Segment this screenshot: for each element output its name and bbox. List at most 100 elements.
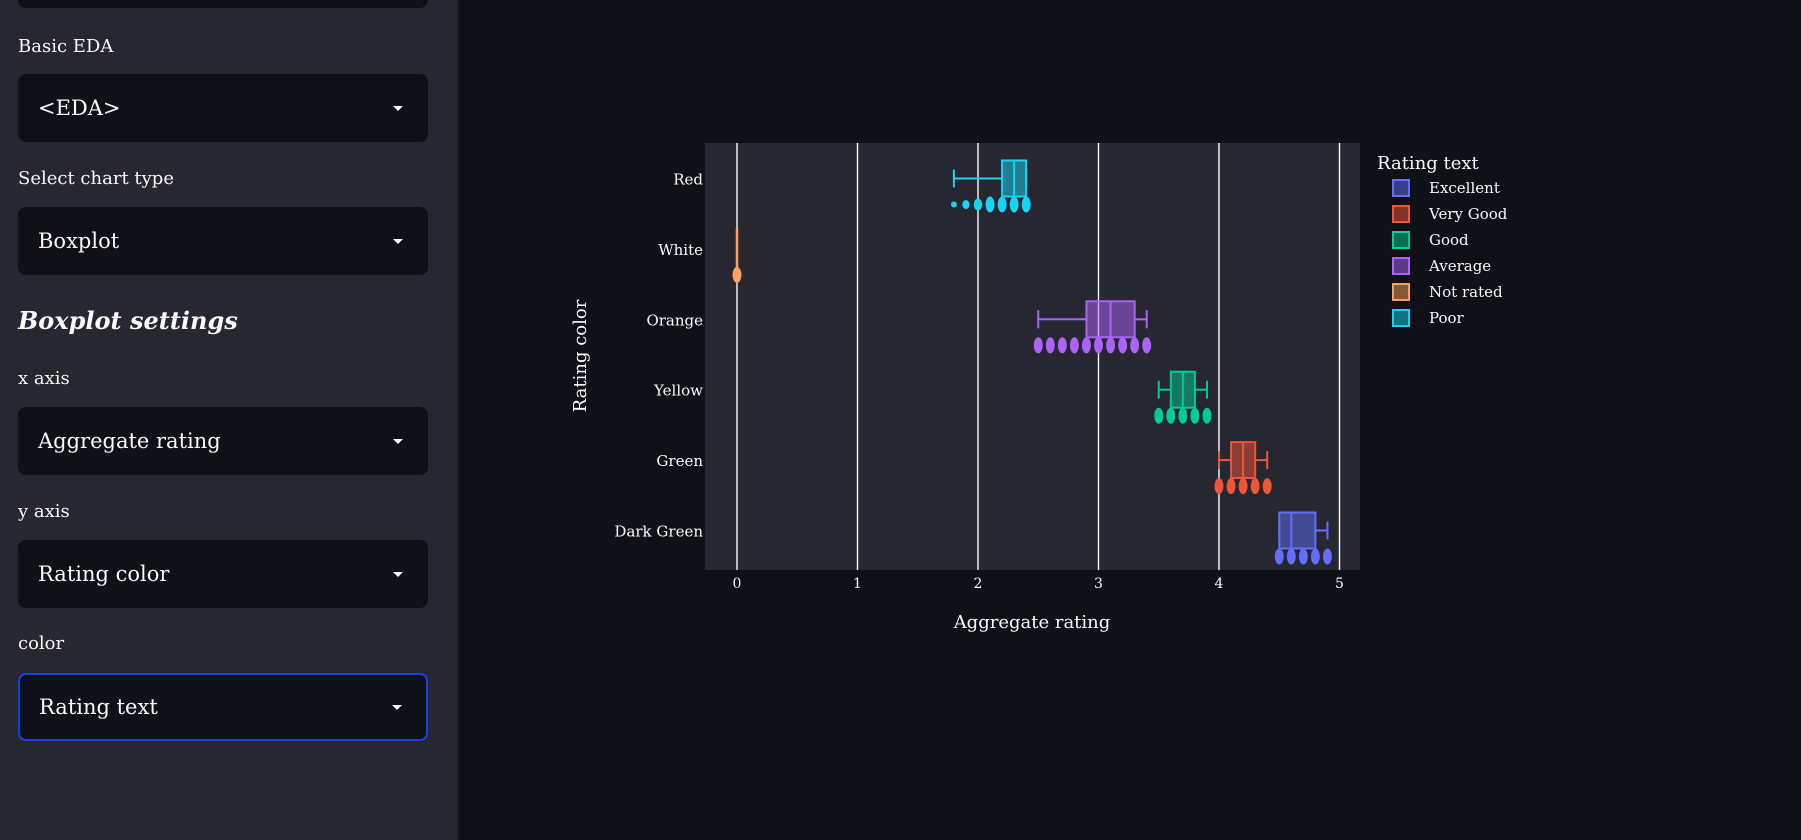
y-tick-label: Dark Green <box>614 523 703 541</box>
x-tick-label: 2 <box>974 576 983 592</box>
data-point <box>1081 337 1091 354</box>
data-point <box>1190 407 1200 424</box>
sidebar: Basic EDA <EDA> Select chart type Boxplo… <box>0 0 458 840</box>
legend-swatch <box>1392 309 1410 327</box>
legend[interactable]: Rating text Excellent Very Good Good Averag… <box>1377 153 1508 327</box>
boxplot-chart: Red White Orange Yellow Green Dark Green 0 1 2 3… <box>570 143 1508 633</box>
legend-label: Good <box>1429 231 1469 249</box>
chart-type-select-value: Boxplot <box>38 229 120 253</box>
data-point <box>1214 478 1224 495</box>
data-point <box>1142 337 1152 354</box>
data-point <box>997 196 1007 213</box>
legend-swatch <box>1392 257 1410 275</box>
data-point <box>1322 548 1332 565</box>
data-point <box>985 196 995 213</box>
data-point <box>1033 337 1043 354</box>
legend-swatch <box>1392 231 1410 249</box>
x-tick-label: 0 <box>733 576 742 592</box>
y-axis-select[interactable]: Rating color <box>18 540 428 608</box>
legend-item-not-rated[interactable]: Not rated <box>1392 283 1503 301</box>
data-point <box>1226 478 1236 495</box>
chevron-down-icon <box>393 572 403 577</box>
data-point <box>1166 407 1176 424</box>
box-excellent[interactable] <box>1274 511 1332 565</box>
data-point <box>1154 407 1164 424</box>
data-point <box>1238 478 1248 495</box>
box-average[interactable] <box>1033 300 1152 354</box>
y-axis-select-value: Rating color <box>38 562 170 586</box>
x-axis-select[interactable]: Aggregate rating <box>18 407 428 475</box>
data-point <box>1250 478 1260 495</box>
basic-eda-select[interactable]: <EDA> <box>18 74 428 142</box>
color-select[interactable]: Rating text <box>18 673 428 741</box>
legend-title: Rating text <box>1377 153 1480 174</box>
x-axis-select-value: Aggregate rating <box>38 429 221 453</box>
data-point <box>973 198 983 211</box>
chart-type-label: Select chart type <box>18 168 174 189</box>
legend-swatch <box>1392 283 1410 301</box>
plot-area <box>705 143 1360 570</box>
x-tick-label: 5 <box>1335 576 1344 592</box>
color-select-value: Rating text <box>39 695 158 719</box>
data-point <box>1009 196 1019 213</box>
legend-label: Average <box>1428 257 1491 275</box>
data-point <box>1118 337 1128 354</box>
x-tick-label: 4 <box>1215 576 1224 592</box>
basic-eda-label: Basic EDA <box>18 36 114 57</box>
data-point <box>962 200 970 209</box>
y-axis-label: y axis <box>18 501 70 522</box>
x-tick-label: 1 <box>853 576 862 592</box>
data-point <box>1094 337 1103 354</box>
boxplot-settings-heading: Boxplot settings <box>18 306 238 335</box>
chevron-down-icon <box>392 705 402 710</box>
legend-swatch <box>1392 179 1410 197</box>
basic-eda-select-value: <EDA> <box>38 96 121 120</box>
chevron-down-icon <box>393 239 403 244</box>
color-label: color <box>18 633 65 654</box>
y-tick-labels: Red White Orange Yellow Green Dark Green <box>614 171 703 541</box>
legend-item-average[interactable]: Average <box>1392 257 1491 275</box>
legend-label: Excellent <box>1429 179 1500 197</box>
chevron-down-icon <box>393 439 403 444</box>
legend-item-very-good[interactable]: Very Good <box>1392 205 1508 223</box>
gridlines <box>736 143 1341 570</box>
data-point <box>1130 337 1140 354</box>
legend-swatch <box>1392 205 1410 223</box>
boxes <box>732 159 1332 565</box>
data-point <box>1057 337 1067 354</box>
box-very-good[interactable] <box>1214 441 1272 495</box>
data-point <box>1262 478 1272 495</box>
y-tick-label: Green <box>656 452 703 470</box>
data-point <box>1310 548 1320 565</box>
legend-item-poor[interactable]: Poor <box>1392 309 1465 327</box>
data-point <box>1298 548 1308 565</box>
data-point <box>950 201 957 208</box>
data-point <box>1202 407 1212 424</box>
box-iqr <box>1278 511 1317 550</box>
x-axis-title: Aggregate rating <box>953 612 1111 633</box>
data-point <box>1178 407 1188 424</box>
y-tick-label: Red <box>673 171 703 189</box>
top-select-box[interactable] <box>18 0 428 8</box>
box-poor[interactable] <box>950 159 1031 213</box>
box-not-rated[interactable] <box>732 227 742 283</box>
y-tick-label: Orange <box>646 311 703 329</box>
x-tick-label: 3 <box>1094 576 1103 592</box>
data-point <box>1274 548 1284 565</box>
main-content: Red White Orange Yellow Green Dark Green 0 1 2 3… <box>458 0 1801 840</box>
x-tick-labels: 0 1 2 3 4 5 <box>733 576 1344 592</box>
data-point <box>1045 337 1055 354</box>
legend-item-good[interactable]: Good <box>1392 231 1469 249</box>
y-tick-label: Yellow <box>653 382 703 400</box>
legend-item-excellent[interactable]: Excellent <box>1392 179 1500 197</box>
x-axis-label: x axis <box>18 368 70 389</box>
legend-label: Poor <box>1429 309 1465 327</box>
data-point <box>732 266 742 283</box>
data-point <box>1286 548 1296 565</box>
chevron-down-icon <box>393 106 403 111</box>
box-good[interactable] <box>1154 370 1212 424</box>
legend-label: Very Good <box>1428 205 1508 223</box>
data-point <box>1106 337 1116 354</box>
chart-type-select[interactable]: Boxplot <box>18 207 428 275</box>
legend-label: Not rated <box>1429 283 1503 301</box>
